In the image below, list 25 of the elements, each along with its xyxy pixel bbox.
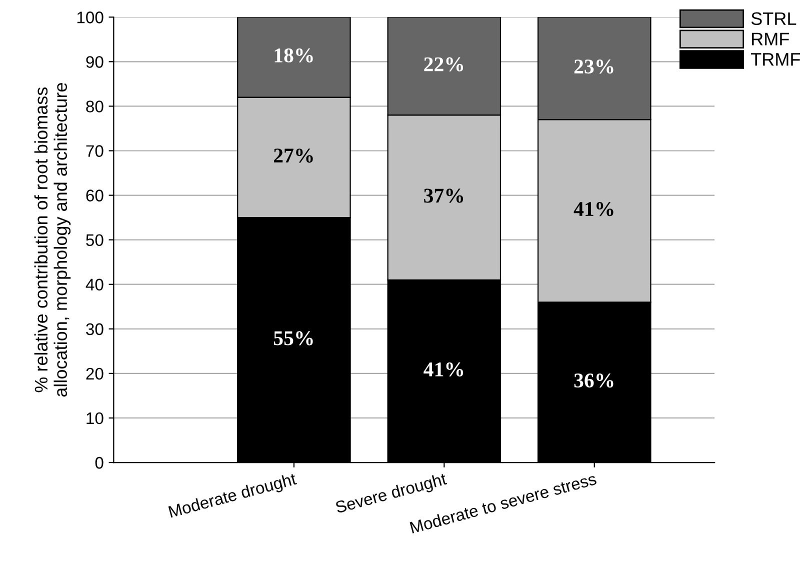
data-label: 41% (574, 202, 614, 216)
y-tick-label: 40 (86, 278, 104, 291)
y-tick-label: 10 (86, 412, 104, 424)
y-tick-label: 80 (86, 100, 104, 112)
y-tick-label: 70 (86, 145, 104, 157)
y-tick-label: 30 (86, 323, 104, 336)
x-tick-label: Moderate drought (168, 472, 298, 521)
data-label: 18% (274, 48, 313, 62)
data-label: 23% (574, 60, 614, 74)
y-tick-label: 20 (86, 368, 104, 380)
data-label: 27% (274, 148, 313, 163)
y-tick-label: 50 (86, 234, 104, 246)
y-axis-title: % relative contribution of root biomass allocation, morphology and architecture (34, 83, 71, 397)
y-tick-label: 60 (86, 190, 104, 202)
y-tick-label: 90 (86, 56, 104, 68)
legend-label: STRL (751, 12, 796, 26)
data-label: 37% (424, 188, 464, 203)
data-label: 22% (424, 57, 464, 72)
legend-label: TRMF (750, 53, 800, 66)
data-label: 36% (574, 373, 614, 388)
data-label: 41% (424, 362, 464, 376)
y-tick-label: 100 (77, 12, 104, 24)
y-tick-label: 0 (95, 456, 104, 469)
legend-label: RMF (752, 32, 789, 46)
data-label: 55% (274, 331, 313, 346)
